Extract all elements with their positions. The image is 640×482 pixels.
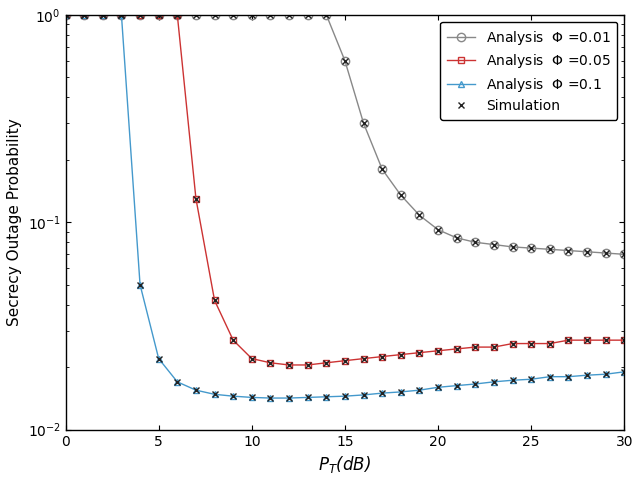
Analysis  $\Phi$ =0.01 — [61, 12, 69, 18]
Analysis  $\Phi$ =0.1 — [564, 374, 572, 380]
Analysis  $\Phi$ =0.05 — [229, 337, 237, 343]
Analysis  $\Phi$ =0.1 — [61, 12, 69, 18]
Analysis  $\Phi$ =0.1 — [490, 379, 498, 385]
Analysis  $\Phi$ =0.05 — [211, 297, 218, 303]
Analysis  $\Phi$ =0.1 — [229, 393, 237, 399]
Analysis  $\Phi$ =0.1 — [620, 369, 628, 375]
Analysis  $\Phi$ =0.1 — [81, 12, 88, 18]
Analysis  $\Phi$ =0.05 — [434, 348, 442, 354]
Analysis  $\Phi$ =0.1 — [155, 356, 163, 362]
Analysis  $\Phi$ =0.1 — [285, 395, 293, 401]
Analysis  $\Phi$ =0.05 — [546, 341, 554, 347]
Analysis  $\Phi$ =0.01 — [267, 12, 275, 18]
Analysis  $\Phi$ =0.01 — [211, 12, 218, 18]
Analysis  $\Phi$ =0.1 — [527, 376, 535, 382]
Analysis  $\Phi$ =0.05 — [509, 341, 516, 347]
Analysis  $\Phi$ =0.1 — [341, 393, 349, 399]
Analysis  $\Phi$ =0.05 — [378, 354, 386, 360]
Analysis  $\Phi$ =0.05 — [136, 12, 144, 18]
Analysis  $\Phi$ =0.01 — [118, 12, 125, 18]
Analysis  $\Phi$ =0.01 — [453, 235, 461, 241]
Analysis  $\Phi$ =0.05 — [360, 356, 367, 362]
Legend: Analysis  $\Phi$ =0.01, Analysis  $\Phi$ =0.05, Analysis  $\Phi$ =0.1, Simulatio: Analysis $\Phi$ =0.01, Analysis $\Phi$ =… — [440, 22, 618, 120]
Analysis  $\Phi$ =0.05 — [248, 356, 255, 362]
X-axis label: $P_T$(dB): $P_T$(dB) — [319, 454, 371, 475]
Analysis  $\Phi$ =0.05 — [267, 360, 275, 366]
Analysis  $\Phi$ =0.1 — [509, 377, 516, 383]
Analysis  $\Phi$ =0.05 — [472, 344, 479, 350]
Analysis  $\Phi$ =0.01 — [99, 12, 107, 18]
Analysis  $\Phi$ =0.1 — [323, 394, 330, 400]
Analysis  $\Phi$ =0.01 — [602, 250, 609, 256]
Analysis  $\Phi$ =0.1 — [211, 391, 218, 397]
Analysis  $\Phi$ =0.01 — [583, 249, 591, 254]
Analysis  $\Phi$ =0.05 — [323, 360, 330, 366]
Analysis  $\Phi$ =0.1 — [118, 12, 125, 18]
Analysis  $\Phi$ =0.01 — [509, 244, 516, 250]
Analysis  $\Phi$ =0.1 — [472, 381, 479, 387]
Analysis  $\Phi$ =0.01 — [620, 252, 628, 257]
Analysis  $\Phi$ =0.1 — [453, 383, 461, 388]
Analysis  $\Phi$ =0.05 — [341, 358, 349, 363]
Analysis  $\Phi$ =0.01 — [155, 12, 163, 18]
Analysis  $\Phi$ =0.01 — [415, 213, 423, 218]
Analysis  $\Phi$ =0.05 — [99, 12, 107, 18]
Analysis  $\Phi$ =0.1 — [378, 390, 386, 396]
Analysis  $\Phi$ =0.05 — [564, 337, 572, 343]
Analysis  $\Phi$ =0.1 — [360, 392, 367, 398]
Analysis  $\Phi$ =0.05 — [453, 346, 461, 352]
Analysis  $\Phi$ =0.01 — [285, 12, 293, 18]
Analysis  $\Phi$ =0.05 — [155, 12, 163, 18]
Analysis  $\Phi$ =0.05 — [527, 341, 535, 347]
Analysis  $\Phi$ =0.05 — [173, 12, 181, 18]
Analysis  $\Phi$ =0.01 — [323, 12, 330, 18]
Analysis  $\Phi$ =0.05 — [61, 12, 69, 18]
Analysis  $\Phi$ =0.1 — [304, 395, 312, 401]
Analysis  $\Phi$ =0.05 — [81, 12, 88, 18]
Analysis  $\Phi$ =0.05 — [304, 362, 312, 368]
Analysis  $\Phi$ =0.01 — [378, 166, 386, 172]
Analysis  $\Phi$ =0.05 — [397, 352, 404, 358]
Analysis  $\Phi$ =0.1 — [267, 395, 275, 401]
Analysis  $\Phi$ =0.1 — [99, 12, 107, 18]
Analysis  $\Phi$ =0.01 — [472, 240, 479, 245]
Analysis  $\Phi$ =0.05 — [583, 337, 591, 343]
Analysis  $\Phi$ =0.1 — [546, 374, 554, 380]
Line: Analysis  $\Phi$ =0.1: Analysis $\Phi$ =0.1 — [62, 11, 628, 402]
Analysis  $\Phi$ =0.01 — [136, 12, 144, 18]
Analysis  $\Phi$ =0.01 — [229, 12, 237, 18]
Analysis  $\Phi$ =0.01 — [341, 58, 349, 64]
Analysis  $\Phi$ =0.05 — [285, 362, 293, 368]
Analysis  $\Phi$ =0.1 — [136, 282, 144, 288]
Analysis  $\Phi$ =0.05 — [620, 337, 628, 343]
Analysis  $\Phi$ =0.1 — [173, 379, 181, 385]
Analysis  $\Phi$ =0.1 — [192, 387, 200, 393]
Analysis  $\Phi$ =0.05 — [118, 12, 125, 18]
Analysis  $\Phi$ =0.1 — [397, 389, 404, 395]
Analysis  $\Phi$ =0.05 — [415, 350, 423, 356]
Analysis  $\Phi$ =0.01 — [490, 241, 498, 247]
Analysis  $\Phi$ =0.01 — [248, 12, 255, 18]
Analysis  $\Phi$ =0.01 — [434, 227, 442, 233]
Analysis  $\Phi$ =0.01 — [360, 120, 367, 126]
Analysis  $\Phi$ =0.01 — [546, 246, 554, 252]
Analysis  $\Phi$ =0.01 — [527, 245, 535, 251]
Analysis  $\Phi$ =0.1 — [248, 395, 255, 401]
Line: Analysis  $\Phi$ =0.01: Analysis $\Phi$ =0.01 — [61, 11, 628, 258]
Analysis  $\Phi$ =0.05 — [192, 196, 200, 201]
Analysis  $\Phi$ =0.01 — [192, 12, 200, 18]
Analysis  $\Phi$ =0.01 — [173, 12, 181, 18]
Analysis  $\Phi$ =0.1 — [602, 371, 609, 377]
Analysis  $\Phi$ =0.01 — [564, 248, 572, 254]
Analysis  $\Phi$ =0.1 — [434, 385, 442, 390]
Analysis  $\Phi$ =0.1 — [415, 387, 423, 393]
Analysis  $\Phi$ =0.05 — [490, 344, 498, 350]
Analysis  $\Phi$ =0.01 — [304, 12, 312, 18]
Y-axis label: Secrecy Outage Probability: Secrecy Outage Probability — [7, 118, 22, 326]
Analysis  $\Phi$ =0.05 — [602, 337, 609, 343]
Analysis  $\Phi$ =0.1 — [583, 372, 591, 378]
Analysis  $\Phi$ =0.01 — [397, 192, 404, 198]
Line: Analysis  $\Phi$ =0.05: Analysis $\Phi$ =0.05 — [62, 11, 628, 368]
Analysis  $\Phi$ =0.01 — [81, 12, 88, 18]
